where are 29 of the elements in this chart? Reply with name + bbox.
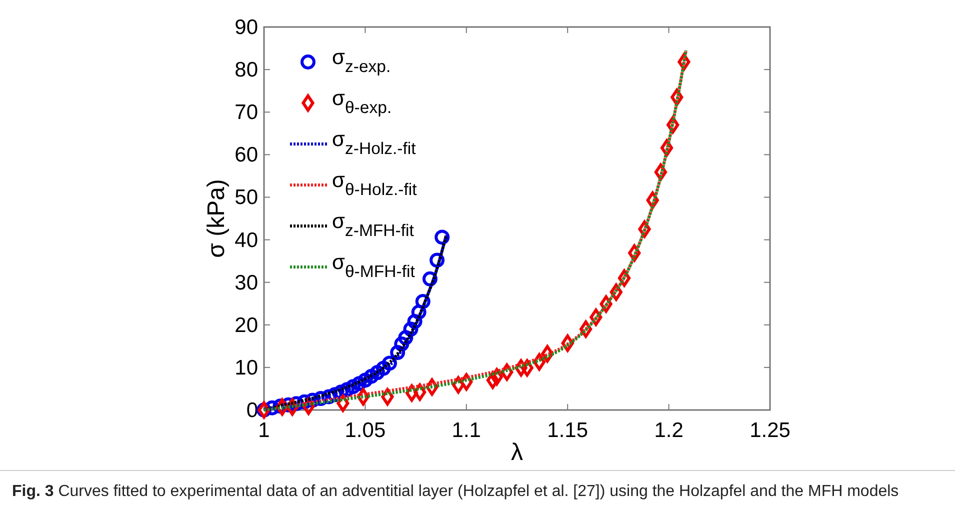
caption: Fig. 3 Curves fitted to experimental data of an adventitial layer (Holzapfel et al. [27]) using the Holzapfel and the MFH models [12, 482, 900, 502]
x-tick-label: 1.1 [452, 419, 481, 442]
point [486, 372, 500, 389]
point [346, 379, 361, 394]
legend-label: σ$_{z-Holz.-fit}$ [332, 128, 416, 158]
point [541, 345, 554, 363]
legend-label: σ$_{z-MFH-fit}$ [332, 210, 414, 240]
y-axis-title: σ (kPa) [203, 179, 230, 258]
y-tick-label: 90 [234, 16, 258, 39]
x-tick-label: 1.25 [750, 419, 790, 442]
x-tick-label: 1.05 [344, 419, 386, 442]
x-axis-title: λ [511, 439, 523, 466]
legend-label: σ$_{z-exp.}$ [332, 46, 391, 76]
legend-label: σ$_{θ-exp.}$ [332, 87, 392, 117]
x-tick-label: 1.2 [654, 419, 684, 442]
point [358, 372, 373, 388]
y-tick-label: 20 [234, 314, 258, 337]
y-tick-label: 50 [234, 186, 258, 210]
x-tick-label: 1.15 [547, 419, 588, 442]
y-tick-label: 60 [234, 144, 258, 167]
y-tick-label: 0 [246, 399, 258, 422]
y-tick-label: 40 [234, 228, 258, 252]
y-tick-label: 30 [234, 271, 258, 294]
legend-label: σ$_{θ-MFH-fit}$ [332, 251, 416, 281]
y-tick-label: 70 [234, 101, 258, 124]
y-tick-label: 80 [234, 58, 258, 82]
y-tick-label: 10 [234, 356, 258, 380]
x-tick-label: 1 [258, 419, 270, 442]
legend-label: σ$_{θ-Holz.-fit}$ [332, 169, 418, 199]
